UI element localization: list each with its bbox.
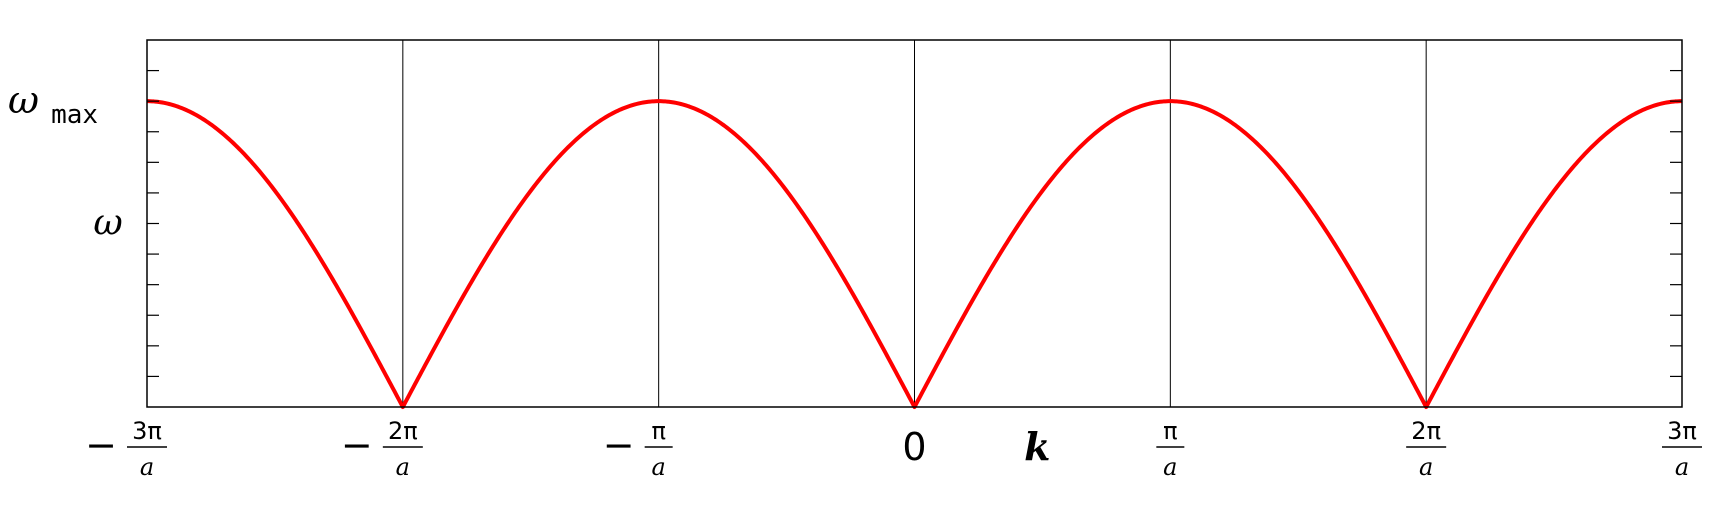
fraction-numerator: 2π (1411, 417, 1441, 445)
fraction-denominator: a (396, 453, 410, 481)
x-tick-label: 2π a (1406, 417, 1447, 481)
x-tick-zero: 0 (902, 425, 926, 469)
fraction-numerator: 2π (388, 417, 418, 445)
x-tick-label: 0 (902, 425, 926, 469)
x-tick-label: πa (1156, 417, 1185, 481)
fraction-numerator: 3π (132, 417, 162, 445)
fraction-denominator: a (1675, 453, 1689, 481)
fraction-numerator: π (1163, 417, 1177, 445)
fraction-denominator: a (140, 453, 154, 481)
fraction-denominator: a (652, 453, 666, 481)
fraction-numerator: 3π (1667, 417, 1697, 445)
grid-lines (402, 40, 1427, 407)
fraction-denominator: a (1163, 453, 1177, 481)
x-axis-label: k (1024, 424, 1050, 469)
y-max-label: ω max (8, 78, 98, 130)
y-minor-ticks (147, 69, 1682, 378)
minus-sign: − (603, 423, 635, 467)
x-tick-label: 3π a (1662, 417, 1702, 481)
fraction-numerator: π (651, 417, 665, 445)
y-max-symbol: ω (8, 78, 39, 122)
x-tick-label: 3π a− (85, 417, 167, 481)
minus-sign: − (85, 423, 117, 467)
y-max-subscript: max (51, 100, 98, 130)
minus-sign: − (341, 423, 373, 467)
x-tick-label: 2π a− (341, 417, 423, 481)
x-tick-label: πa− (603, 417, 673, 481)
fraction-denominator: a (1419, 453, 1433, 481)
y-axis-label: ω (93, 203, 122, 244)
